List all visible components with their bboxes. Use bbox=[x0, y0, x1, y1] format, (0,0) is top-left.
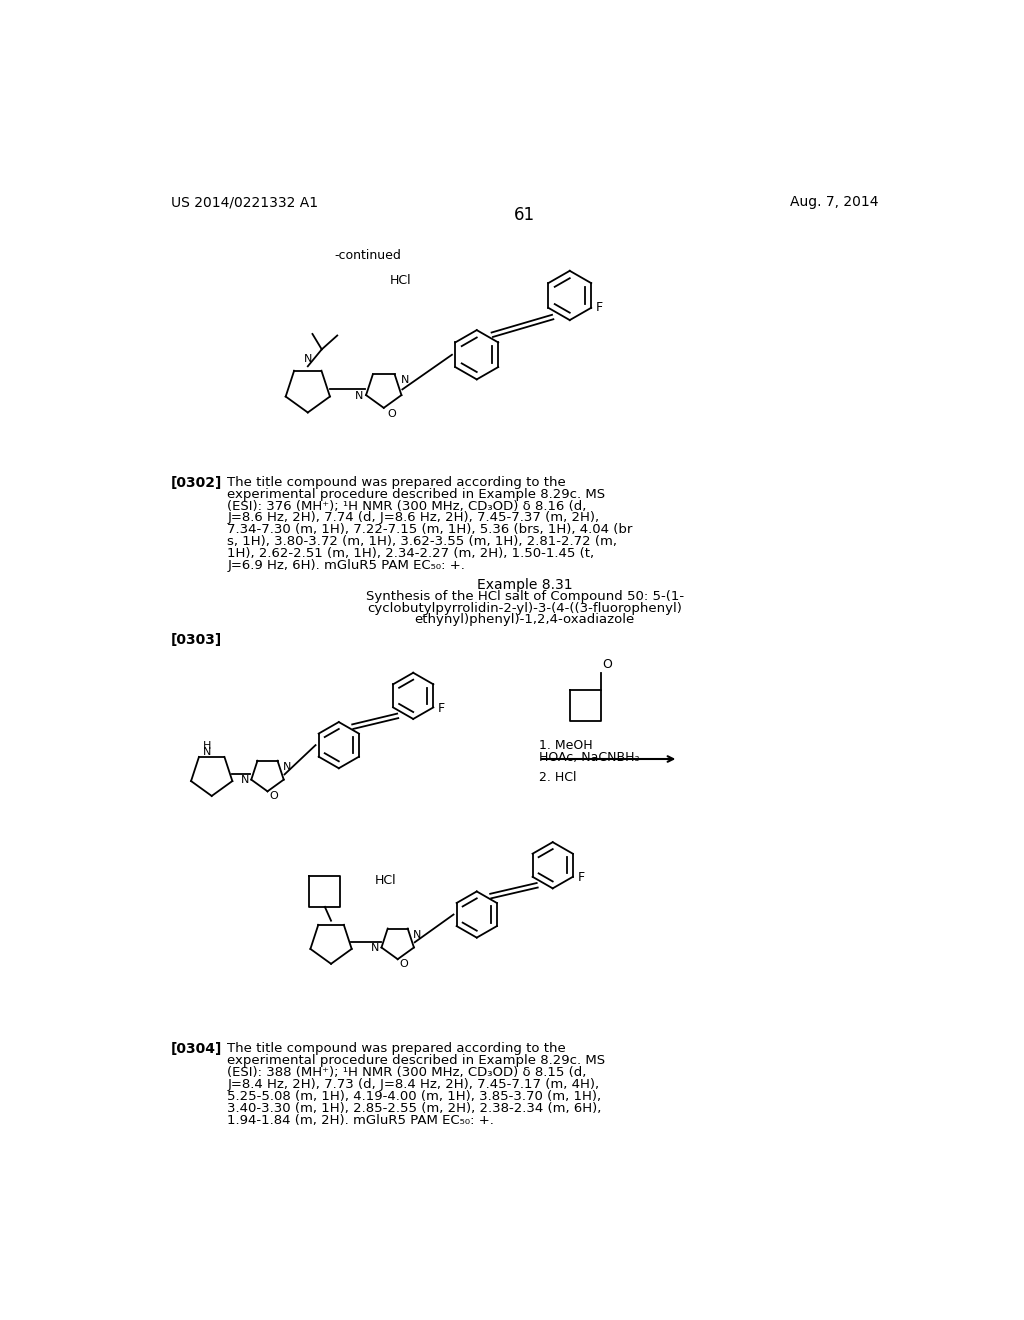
Text: 2. HCl: 2. HCl bbox=[539, 771, 577, 784]
Text: 7.34-7.30 (m, 1H), 7.22-7.15 (m, 1H), 5.36 (brs, 1H), 4.04 (br: 7.34-7.30 (m, 1H), 7.22-7.15 (m, 1H), 5.… bbox=[227, 524, 633, 536]
Text: F: F bbox=[578, 871, 585, 884]
Text: N: N bbox=[355, 391, 364, 400]
Text: 3.40-3.30 (m, 1H), 2.85-2.55 (m, 2H), 2.38-2.34 (m, 6H),: 3.40-3.30 (m, 1H), 2.85-2.55 (m, 2H), 2.… bbox=[227, 1102, 601, 1115]
Text: experimental procedure described in Example 8.29c. MS: experimental procedure described in Exam… bbox=[227, 487, 605, 500]
Text: US 2014/0221332 A1: US 2014/0221332 A1 bbox=[171, 195, 317, 210]
Text: cyclobutylpyrrolidin-2-yl)-3-(4-((3-fluorophenyl): cyclobutylpyrrolidin-2-yl)-3-(4-((3-fluo… bbox=[368, 602, 682, 615]
Text: Synthesis of the HCl salt of Compound 50: 5-(1-: Synthesis of the HCl salt of Compound 50… bbox=[366, 590, 684, 603]
Text: [0304]: [0304] bbox=[171, 1043, 222, 1056]
Text: J=8.6 Hz, 2H), 7.74 (d, J=8.6 Hz, 2H), 7.45-7.37 (m, 2H),: J=8.6 Hz, 2H), 7.74 (d, J=8.6 Hz, 2H), 7… bbox=[227, 511, 599, 524]
Text: (ESI): 388 (MH⁺); ¹H NMR (300 MHz, CD₃OD) δ 8.15 (d,: (ESI): 388 (MH⁺); ¹H NMR (300 MHz, CD₃OD… bbox=[227, 1067, 587, 1080]
Text: N: N bbox=[283, 762, 292, 772]
Text: N: N bbox=[371, 942, 379, 953]
Text: s, 1H), 3.80-3.72 (m, 1H), 3.62-3.55 (m, 1H), 2.81-2.72 (m,: s, 1H), 3.80-3.72 (m, 1H), 3.62-3.55 (m,… bbox=[227, 536, 617, 548]
Text: N: N bbox=[303, 354, 312, 364]
Text: 1. MeOH: 1. MeOH bbox=[539, 739, 592, 752]
Text: N: N bbox=[241, 775, 249, 785]
Text: N: N bbox=[203, 747, 211, 758]
Text: 5.25-5.08 (m, 1H), 4.19-4.00 (m, 1H), 3.85-3.70 (m, 1H),: 5.25-5.08 (m, 1H), 4.19-4.00 (m, 1H), 3.… bbox=[227, 1090, 601, 1104]
Text: H: H bbox=[203, 742, 211, 751]
Text: (ESI): 376 (MH⁺); ¹H NMR (300 MHz, CD₃OD) δ 8.16 (d,: (ESI): 376 (MH⁺); ¹H NMR (300 MHz, CD₃OD… bbox=[227, 499, 587, 512]
Text: -continued: -continued bbox=[335, 249, 401, 263]
Text: Aug. 7, 2014: Aug. 7, 2014 bbox=[791, 195, 879, 210]
Text: N: N bbox=[414, 929, 422, 940]
Text: [0302]: [0302] bbox=[171, 475, 222, 490]
Text: ethynyl)phenyl)-1,2,4-oxadiazole: ethynyl)phenyl)-1,2,4-oxadiazole bbox=[415, 614, 635, 627]
Text: F: F bbox=[596, 301, 603, 314]
Text: O: O bbox=[602, 659, 612, 671]
Text: J=8.4 Hz, 2H), 7.73 (d, J=8.4 Hz, 2H), 7.45-7.17 (m, 4H),: J=8.4 Hz, 2H), 7.73 (d, J=8.4 Hz, 2H), 7… bbox=[227, 1078, 599, 1092]
Text: O: O bbox=[387, 409, 396, 418]
Text: 1.94-1.84 (m, 2H). mGluR5 PAM EC₅₀: +.: 1.94-1.84 (m, 2H). mGluR5 PAM EC₅₀: +. bbox=[227, 1114, 494, 1127]
Text: Example 8.31: Example 8.31 bbox=[477, 578, 572, 593]
Text: O: O bbox=[269, 792, 279, 801]
Text: HCl: HCl bbox=[390, 275, 412, 286]
Text: [0303]: [0303] bbox=[171, 632, 222, 647]
Text: J=6.9 Hz, 6H). mGluR5 PAM EC₅₀: +.: J=6.9 Hz, 6H). mGluR5 PAM EC₅₀: +. bbox=[227, 560, 465, 572]
Text: F: F bbox=[438, 702, 445, 714]
Text: 1H), 2.62-2.51 (m, 1H), 2.34-2.27 (m, 2H), 1.50-1.45 (t,: 1H), 2.62-2.51 (m, 1H), 2.34-2.27 (m, 2H… bbox=[227, 548, 594, 560]
Text: HOAc, NaCNBH₃: HOAc, NaCNBH₃ bbox=[539, 751, 639, 763]
Text: experimental procedure described in Example 8.29c. MS: experimental procedure described in Exam… bbox=[227, 1055, 605, 1068]
Text: The title compound was prepared according to the: The title compound was prepared accordin… bbox=[227, 475, 566, 488]
Text: N: N bbox=[400, 375, 410, 385]
Text: The title compound was prepared according to the: The title compound was prepared accordin… bbox=[227, 1043, 566, 1056]
Text: 61: 61 bbox=[514, 206, 536, 224]
Text: HCl: HCl bbox=[375, 874, 396, 887]
Text: O: O bbox=[399, 960, 409, 969]
